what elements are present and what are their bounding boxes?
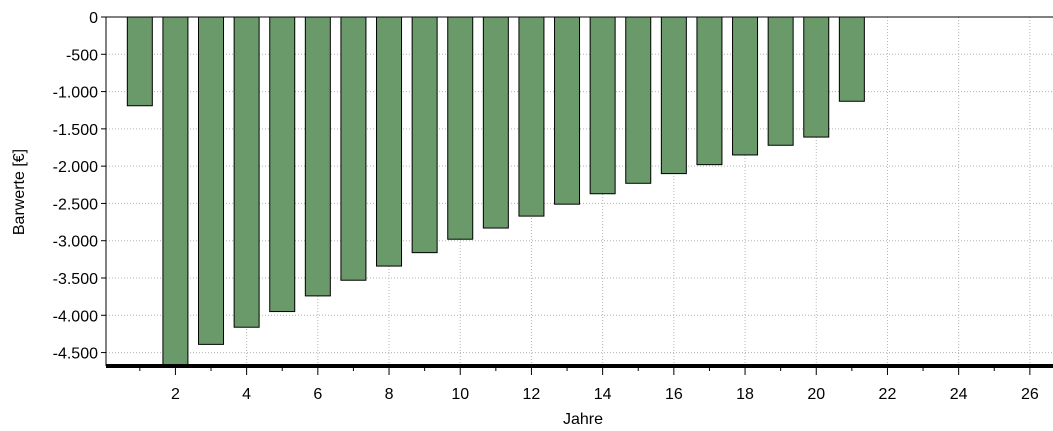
bar (589, 16, 616, 195)
bars (126, 16, 865, 367)
x-tick-label: 20 (807, 386, 825, 403)
bar (198, 16, 225, 345)
x-tick-label: 2 (171, 386, 180, 403)
y-axis-title: Barwerte [€] (11, 149, 28, 235)
bar (162, 16, 189, 367)
y-tick-label: -3.000 (53, 234, 98, 251)
x-tick-label: 16 (665, 386, 683, 403)
y-tick-label: -500 (66, 47, 98, 64)
x-tick-label: 6 (313, 386, 322, 403)
bar (696, 16, 723, 166)
bar (126, 16, 153, 107)
x-tick-label: 12 (523, 386, 541, 403)
bar (233, 16, 260, 328)
y-tick-label: 0 (89, 10, 98, 27)
y-axis-ticks: 0 -500 -1.000 -1.500 -2.000 -2.500 -3.000 -3.50… (53, 10, 106, 363)
bar (269, 16, 296, 313)
bar (732, 16, 759, 156)
x-tick-label: 18 (736, 386, 754, 403)
x-axis-title: Jahre (563, 411, 603, 428)
bar (482, 16, 509, 229)
x-tick-label: 22 (879, 386, 897, 403)
bar (554, 16, 581, 205)
bar (411, 16, 438, 254)
bar (838, 16, 865, 102)
x-tick-label: 8 (385, 386, 394, 403)
x-tick-label: 4 (242, 386, 251, 403)
x-tick-label: 10 (451, 386, 469, 403)
y-tick-label: -1.000 (53, 85, 98, 102)
x-tick-label: 26 (1021, 386, 1039, 403)
x-tick-label: 14 (594, 386, 612, 403)
bar (625, 16, 652, 184)
x-tick-label: 24 (950, 386, 968, 403)
y-tick-label: -4.500 (53, 346, 98, 363)
bar (803, 16, 830, 138)
x-axis-ticks: 2 4 6 8 10 12 14 16 18 20 22 24 26 (139, 366, 1039, 403)
bar (304, 16, 331, 297)
bar (376, 16, 403, 267)
y-tick-label: -2.500 (53, 196, 98, 213)
y-tick-label: -2.000 (53, 159, 98, 176)
bar (660, 16, 687, 175)
bar (767, 16, 794, 146)
y-tick-label: -3.500 (53, 271, 98, 288)
y-tick-label: -4.000 (53, 308, 98, 325)
axes (105, 16, 1053, 368)
bar (340, 16, 367, 281)
bar (518, 16, 545, 217)
y-tick-label: -1.500 (53, 122, 98, 139)
bar (447, 16, 474, 240)
